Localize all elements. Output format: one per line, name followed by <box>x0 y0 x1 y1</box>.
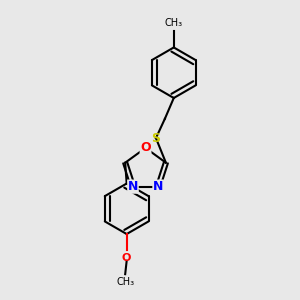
Text: N: N <box>128 180 138 193</box>
Text: CH₃: CH₃ <box>116 277 134 287</box>
Text: N: N <box>153 180 163 193</box>
Text: O: O <box>122 254 131 263</box>
Text: S: S <box>152 132 160 145</box>
Text: O: O <box>140 141 151 154</box>
Text: CH₃: CH₃ <box>165 18 183 28</box>
